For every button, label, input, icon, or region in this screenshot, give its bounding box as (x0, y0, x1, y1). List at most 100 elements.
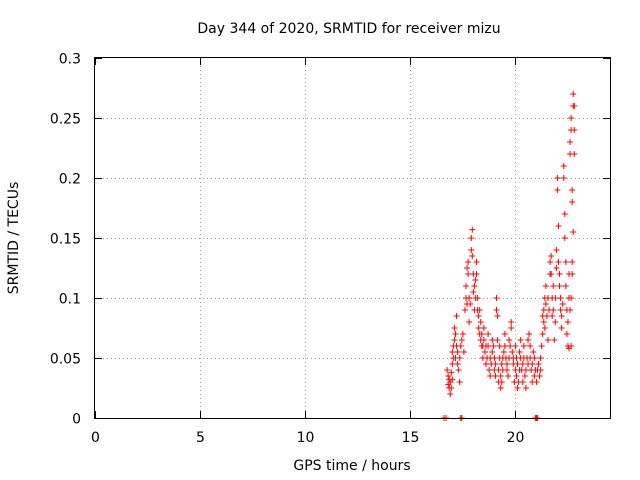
data-point (481, 349, 488, 355)
axis-ticks: 0 0.05 0.1 0.15 0.2 0.25 0.3 0 5 10 15 20 (50, 52, 610, 446)
data-point (519, 379, 526, 385)
data-point (563, 331, 570, 337)
data-point (449, 349, 456, 355)
data-point (550, 307, 557, 313)
data-point (517, 337, 524, 343)
data-point (557, 295, 564, 301)
data-point (452, 331, 459, 337)
data-point (493, 295, 500, 301)
data-points (440, 91, 578, 421)
data-point (569, 271, 576, 277)
data-point (506, 337, 513, 343)
data-point (459, 331, 466, 337)
data-point (562, 259, 569, 265)
plot-frame (94, 57, 611, 419)
data-point (539, 331, 546, 337)
data-point (475, 313, 482, 319)
data-point (509, 349, 516, 355)
data-point (562, 283, 569, 289)
data-point (569, 259, 576, 265)
data-point (557, 307, 564, 313)
data-point (454, 361, 461, 367)
data-point (469, 253, 476, 259)
y-tick-label: 0.25 (50, 112, 81, 128)
data-point (568, 115, 575, 121)
data-point (490, 343, 497, 349)
data-point (535, 361, 542, 367)
data-point (505, 373, 512, 379)
data-point (473, 271, 480, 277)
x-tick-label: 5 (196, 430, 205, 446)
data-point (471, 283, 478, 289)
data-point (508, 319, 515, 325)
data-point (466, 319, 473, 325)
data-point (493, 307, 500, 313)
x-tick-label: 10 (297, 430, 315, 446)
data-point (571, 103, 578, 109)
data-point (569, 187, 576, 193)
data-point (536, 373, 543, 379)
data-point (553, 247, 560, 253)
data-point (554, 175, 561, 181)
data-point (540, 307, 547, 313)
y-axis-title: SRMTID / TECUs (6, 182, 22, 295)
data-point (491, 355, 498, 361)
data-point (571, 151, 578, 157)
data-point (514, 361, 521, 367)
data-point (504, 361, 510, 367)
data-point (525, 337, 532, 343)
data-point (560, 175, 567, 181)
data-point (456, 355, 463, 361)
data-point (571, 127, 578, 133)
data-point (480, 337, 487, 343)
data-point (501, 343, 508, 349)
y-tick-label: 0.15 (50, 232, 81, 248)
data-point (494, 313, 501, 319)
data-point (489, 349, 496, 355)
data-point (531, 373, 538, 379)
data-point (560, 163, 567, 169)
data-point (512, 343, 519, 349)
y-tick-label: 0.05 (50, 352, 81, 368)
data-point (522, 367, 529, 373)
data-point (516, 349, 523, 355)
data-point (465, 259, 472, 265)
data-point (447, 391, 454, 397)
data-point (477, 319, 484, 325)
data-point (568, 295, 575, 301)
data-point (456, 379, 463, 385)
data-point (567, 307, 574, 313)
data-point (455, 367, 462, 373)
y-tick-label: 0.3 (59, 52, 81, 68)
data-point (569, 199, 576, 205)
data-point (522, 385, 529, 391)
data-point (561, 235, 568, 241)
data-point (464, 265, 471, 271)
data-point (553, 265, 560, 271)
data-point (497, 373, 504, 379)
data-point (445, 373, 452, 379)
data-point (547, 259, 554, 265)
data-point (531, 355, 538, 361)
data-point (508, 325, 515, 331)
data-point (466, 295, 473, 301)
data-point (567, 139, 574, 145)
data-point (475, 325, 482, 331)
data-point (527, 343, 534, 349)
data-point (494, 337, 501, 343)
data-point (543, 313, 550, 319)
data-point (496, 343, 503, 349)
data-point (519, 361, 526, 367)
data-point (544, 337, 551, 343)
data-point (469, 226, 476, 233)
data-point (497, 385, 504, 391)
data-point (468, 235, 475, 241)
data-point (514, 385, 521, 391)
data-point (480, 325, 487, 331)
data-point (460, 349, 467, 355)
data-point (555, 259, 562, 265)
data-point (558, 313, 565, 319)
data-point (570, 229, 577, 235)
data-point (448, 385, 455, 391)
y-tick-label: 0.1 (59, 292, 81, 308)
